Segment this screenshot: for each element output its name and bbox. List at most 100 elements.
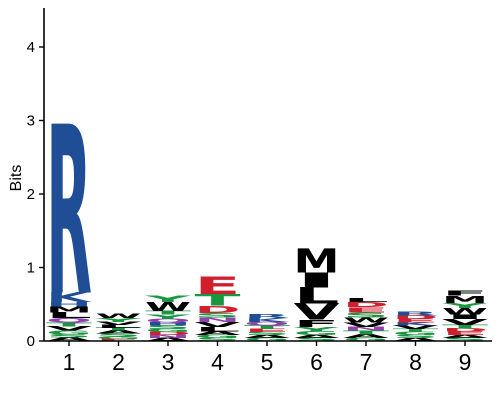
- logo-letter-a: A: [442, 334, 489, 339]
- logo-letter-y: Y: [144, 294, 192, 305]
- logo-letter-v: V: [96, 321, 143, 326]
- logo-letter-l: L: [96, 324, 142, 329]
- logo-letter-y: Y: [293, 326, 339, 333]
- logo-letter-e: E: [195, 272, 241, 300]
- x-tick-label: 2: [112, 349, 125, 375]
- logo-letter-e: E: [96, 338, 142, 341]
- logo-letter-m: M: [294, 243, 340, 281]
- logo-letter-g: G: [343, 337, 389, 342]
- logo-letter-t: T: [442, 324, 489, 330]
- logo-letter-a: A: [195, 330, 242, 336]
- x-tick-label: 7: [360, 349, 373, 375]
- y-axis-ticks: 0 1 2 3 4: [27, 39, 44, 350]
- logo-letter-q: Q: [145, 318, 191, 324]
- logo-letter-i: I: [294, 269, 340, 292]
- logo-letter-t: T: [195, 291, 242, 310]
- logo-letter-a: A: [343, 333, 390, 339]
- logo-letter-g: G: [96, 336, 142, 340]
- y-tick-label: 3: [27, 113, 35, 130]
- logo-letter-r: R: [393, 311, 439, 317]
- x-tick-label: 4: [211, 349, 224, 375]
- logo-letter-w: W: [96, 313, 142, 320]
- logo-letter-r: R: [244, 314, 290, 320]
- y-tick-label: 0: [27, 333, 35, 350]
- logo-letter-s: S: [294, 337, 340, 342]
- y-tick-label: 1: [27, 260, 35, 277]
- logo-letter-s: S: [343, 311, 389, 319]
- y-tick-label: 4: [27, 39, 35, 56]
- logo-letter-y: Y: [144, 314, 190, 321]
- logo-letter-g: G: [46, 330, 92, 336]
- logo-letter-a: A: [46, 336, 93, 342]
- logo-letter-e: E: [343, 306, 389, 314]
- logo-letter-k: K: [393, 322, 440, 327]
- logo-letter-m: M: [46, 305, 92, 314]
- logo-letter-w: W: [442, 306, 488, 317]
- logo-letter-d: D: [343, 301, 389, 309]
- logo-letter-s: S: [145, 325, 191, 331]
- x-axis-ticks: 1 2 3 4 5 6 7 8 9: [63, 341, 472, 375]
- logo-letter-k: K: [244, 317, 290, 323]
- logo-letter-q: Q: [46, 317, 92, 324]
- x-tick-label: 6: [310, 349, 323, 375]
- y-tick-label: 2: [27, 186, 35, 203]
- logo-letter-g: G: [294, 331, 340, 337]
- logo-letter-l: L: [46, 311, 92, 320]
- logo-letter-s: S: [96, 333, 142, 338]
- logo-letter-q: Q: [244, 321, 290, 327]
- logo-letter-t: T: [244, 325, 291, 331]
- logo-letter-f: F: [294, 318, 340, 330]
- logo-letter-g: G: [195, 334, 241, 339]
- logo-letter-v: V: [195, 321, 241, 329]
- logo-letter-r: R: [46, 77, 92, 347]
- x-tick-label: 9: [459, 349, 472, 375]
- logo-letter-d: D: [195, 304, 241, 316]
- x-tick-label: 1: [63, 349, 76, 375]
- logo-letter-w: W: [145, 300, 191, 314]
- x-tick-label: 5: [261, 349, 274, 375]
- logo-letter-y: Y: [95, 317, 142, 323]
- logo-letter-m: M: [442, 293, 488, 305]
- logo-letter-g: G: [145, 329, 191, 334]
- logo-letter-h: H: [46, 301, 92, 308]
- logo-letter-g: G: [393, 331, 439, 336]
- logo-letter-w: W: [343, 316, 389, 324]
- logo-letter-l: L: [195, 326, 241, 333]
- logo-letter-v: V: [46, 325, 92, 332]
- logo-letter-a: A: [145, 337, 192, 342]
- logo-letter-f: F: [442, 289, 488, 297]
- logo-letter-n: N: [145, 334, 191, 339]
- logo-letter-s: S: [195, 337, 241, 342]
- logo-letter-t: T: [145, 310, 192, 316]
- logo-letter-h: H: [145, 322, 191, 327]
- logo-letter-d: D: [442, 328, 488, 333]
- logo-letter-n: N: [343, 326, 389, 332]
- logo-letter-s: S: [244, 331, 290, 336]
- logo-letter-l: L: [294, 283, 340, 309]
- logo-letter-t: T: [46, 322, 93, 328]
- logo-letter-s: S: [442, 337, 488, 342]
- logo-letter-t: T: [343, 330, 390, 336]
- logo-letter-s: S: [393, 334, 439, 339]
- x-tick-label: 8: [409, 349, 422, 375]
- logo-letter-v: V: [442, 317, 488, 326]
- logo-letter-k: K: [46, 290, 93, 305]
- logo-letter-t: T: [96, 327, 143, 332]
- logo-letter-e: E: [393, 318, 439, 324]
- logo-letter-s: S: [195, 312, 241, 319]
- logo-letter-e: E: [244, 329, 290, 334]
- logo-letter-i: I: [442, 313, 488, 320]
- logo-letter-d: D: [145, 332, 191, 337]
- logo-letter-l: L: [343, 298, 389, 304]
- logo-letter-v: V: [294, 299, 340, 325]
- logo-letter-t: T: [393, 329, 440, 334]
- logo-letter-v: V: [393, 325, 440, 331]
- logo-letter-y: Y: [441, 301, 489, 309]
- logo-letter-d: D: [393, 314, 439, 320]
- logo-letter-a: A: [393, 337, 440, 342]
- logo-letter-e: E: [442, 331, 488, 337]
- logo-letter-a: A: [96, 330, 143, 335]
- logo-letter-g: G: [244, 337, 290, 342]
